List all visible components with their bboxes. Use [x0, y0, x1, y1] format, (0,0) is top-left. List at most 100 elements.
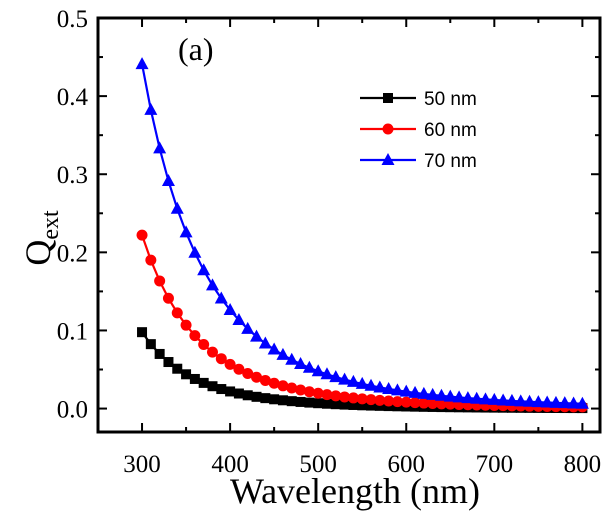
- data-point: [417, 386, 431, 399]
- legend-label: 60 nm: [424, 120, 477, 141]
- y-tick-label: 0.3: [57, 162, 88, 189]
- data-point: [313, 398, 324, 409]
- data-point: [523, 394, 537, 407]
- data-point: [575, 396, 589, 409]
- data-point: [346, 374, 360, 387]
- data-point: [224, 358, 236, 370]
- data-point: [136, 229, 148, 241]
- data-point: [225, 386, 236, 397]
- y-tick-label: 0.0: [57, 397, 88, 424]
- data-point: [311, 364, 325, 377]
- data-point: [558, 396, 572, 409]
- data-point: [348, 399, 359, 410]
- data-point: [188, 245, 202, 258]
- data-point: [154, 348, 165, 359]
- data-point: [339, 399, 350, 410]
- data-point: [154, 275, 166, 287]
- x-axis-title: Wavelength (nm): [230, 471, 480, 511]
- data-point: [452, 390, 466, 403]
- data-point: [269, 394, 280, 405]
- data-point: [365, 394, 377, 406]
- data-point: [161, 174, 175, 187]
- data-point: [179, 225, 193, 238]
- x-tick-label: 300: [123, 451, 161, 478]
- data-point: [304, 397, 315, 408]
- x-tick-label: 600: [387, 451, 425, 478]
- data-point: [312, 387, 324, 399]
- data-point: [409, 397, 421, 409]
- series-layer: [135, 57, 589, 414]
- x-tick-label: 700: [476, 451, 514, 478]
- data-point: [329, 370, 343, 383]
- data-point: [470, 391, 484, 404]
- data-point: [258, 336, 272, 349]
- data-point: [295, 384, 307, 396]
- data-point: [390, 383, 404, 396]
- legend-entry: 50 nm: [360, 89, 477, 110]
- data-point: [302, 360, 316, 373]
- axes: 300 400 500 600 700 800 0.0 0.1 0.2 0.3 0.4 0.5: [57, 6, 602, 478]
- data-point: [250, 329, 264, 342]
- data-point: [540, 395, 554, 408]
- x-tick-label: 800: [564, 451, 602, 478]
- data-point: [277, 380, 289, 392]
- data-point: [216, 384, 227, 395]
- data-point: [285, 352, 299, 365]
- data-point: [461, 391, 475, 404]
- data-point: [303, 386, 315, 398]
- data-point: [391, 396, 403, 408]
- data-point: [198, 339, 210, 351]
- data-point: [514, 394, 528, 407]
- data-point: [206, 346, 218, 358]
- data-point: [505, 393, 519, 406]
- data-point: [242, 390, 253, 401]
- data-point: [267, 342, 281, 355]
- data-point: [145, 254, 157, 266]
- data-point: [374, 400, 385, 411]
- legend-label: 70 nm: [424, 151, 477, 172]
- y-axis-title-sub: ext: [38, 210, 64, 240]
- data-point: [170, 201, 184, 214]
- legend-entry: 60 nm: [360, 120, 477, 141]
- data-point: [400, 396, 412, 408]
- plot-frame: [96, 16, 602, 434]
- y-tick-label: 0.4: [57, 84, 89, 111]
- data-point: [233, 363, 245, 375]
- data-point: [172, 363, 183, 374]
- data-point: [418, 397, 430, 409]
- data-point: [276, 347, 290, 360]
- data-point: [171, 307, 183, 319]
- legend-entry: 70 nm: [360, 151, 477, 172]
- data-point: [487, 392, 501, 405]
- y-axis-title: Qext: [18, 210, 64, 266]
- data-point: [295, 396, 306, 407]
- data-point: [286, 396, 297, 407]
- data-point: [197, 263, 211, 276]
- data-point: [374, 394, 386, 406]
- data-point: [357, 400, 368, 411]
- data-point: [135, 57, 149, 70]
- data-point: [399, 384, 413, 397]
- legend: 50 nm 60 nm 70 nm: [360, 89, 477, 172]
- data-point: [320, 367, 334, 380]
- data-point: [373, 380, 387, 393]
- data-point: [259, 374, 271, 386]
- data-point: [205, 278, 219, 291]
- legend-marker: [381, 153, 395, 165]
- data-point: [144, 102, 158, 115]
- data-point: [277, 395, 288, 406]
- data-point: [286, 382, 298, 394]
- data-point: [145, 339, 156, 350]
- data-point: [153, 141, 167, 154]
- legend-marker: [383, 93, 393, 103]
- data-point: [260, 393, 271, 404]
- data-point: [338, 372, 352, 385]
- data-point: [496, 393, 510, 406]
- data-point: [321, 389, 333, 401]
- data-point: [189, 373, 200, 384]
- data-point: [214, 291, 228, 304]
- y-tick-label: 0.2: [57, 240, 88, 267]
- data-point: [163, 357, 174, 368]
- data-point: [426, 387, 440, 400]
